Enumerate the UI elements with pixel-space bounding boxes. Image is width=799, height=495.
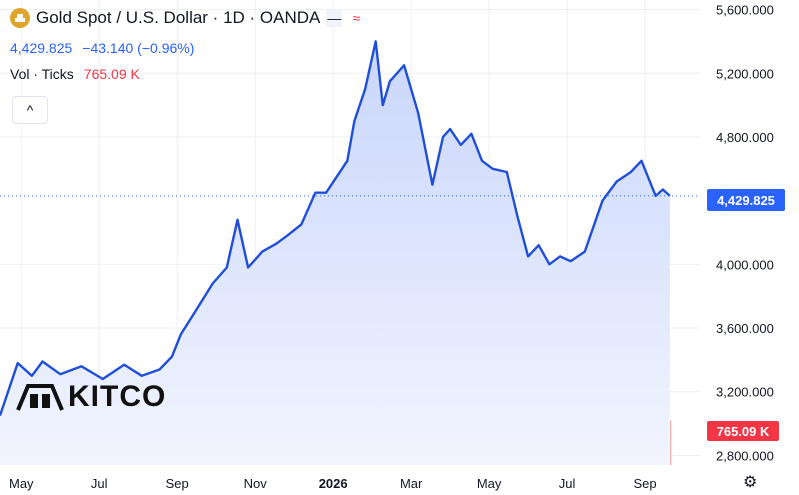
last-price: 4,429.825 (10, 40, 73, 56)
price-change: −43.140 (−0.96%) (82, 40, 195, 56)
flag-icon[interactable]: ≈ (352, 10, 361, 26)
y-tick-label: 3,200.000 (716, 385, 774, 400)
collapse-button[interactable]: ^ (12, 96, 48, 124)
x-tick-label: May (477, 476, 502, 491)
kitco-logo-icon (16, 384, 64, 411)
volume-bar (669, 420, 672, 465)
x-tick-label: May (9, 476, 34, 491)
x-tick-label: Jul (559, 476, 576, 491)
volume-tag: 765.09 K (707, 421, 779, 441)
y-tick-label: 3,600.000 (716, 321, 774, 336)
kitco-logo: KITCO (16, 380, 166, 414)
y-tick-label: 5,200.000 (716, 66, 774, 81)
kitco-logo-text: KITCO (68, 380, 167, 413)
x-tick-label: Mar (400, 476, 423, 491)
price-line (0, 40, 671, 416)
price-row: 4,429.825 −43.140 (−0.96%) (10, 40, 194, 56)
x-tick-label: 2026 (319, 476, 348, 491)
y-tick-label: 4,800.000 (716, 130, 774, 145)
y-tick-label: 5,600.000 (716, 3, 774, 18)
x-tick-label: Sep (633, 476, 656, 491)
chart-header: Gold Spot / U.S. Dollar · 1D · OANDA — ≈ (10, 8, 364, 28)
chevron-up-icon: ^ (26, 102, 34, 118)
x-tick-label: Sep (166, 476, 189, 491)
y-tick-label: 4,000.000 (716, 257, 774, 272)
y-tick-label: 2,800.000 (716, 448, 774, 463)
x-tick-label: Nov (244, 476, 268, 491)
gear-icon[interactable]: ⚙ (743, 474, 758, 491)
volume-value: 765.09 K (83, 66, 140, 82)
minus-icon[interactable]: — (326, 9, 343, 27)
x-tick-label: Jul (91, 476, 108, 491)
volume-row: Vol · Ticks 765.09 K (10, 66, 140, 82)
price-area (0, 41, 670, 466)
gold-coin-icon (10, 8, 30, 28)
volume-label[interactable]: Vol · Ticks (10, 66, 74, 82)
symbol-title[interactable]: Gold Spot / U.S. Dollar · 1D · OANDA (36, 8, 321, 27)
price-tag: 4,429.825 (707, 189, 785, 211)
